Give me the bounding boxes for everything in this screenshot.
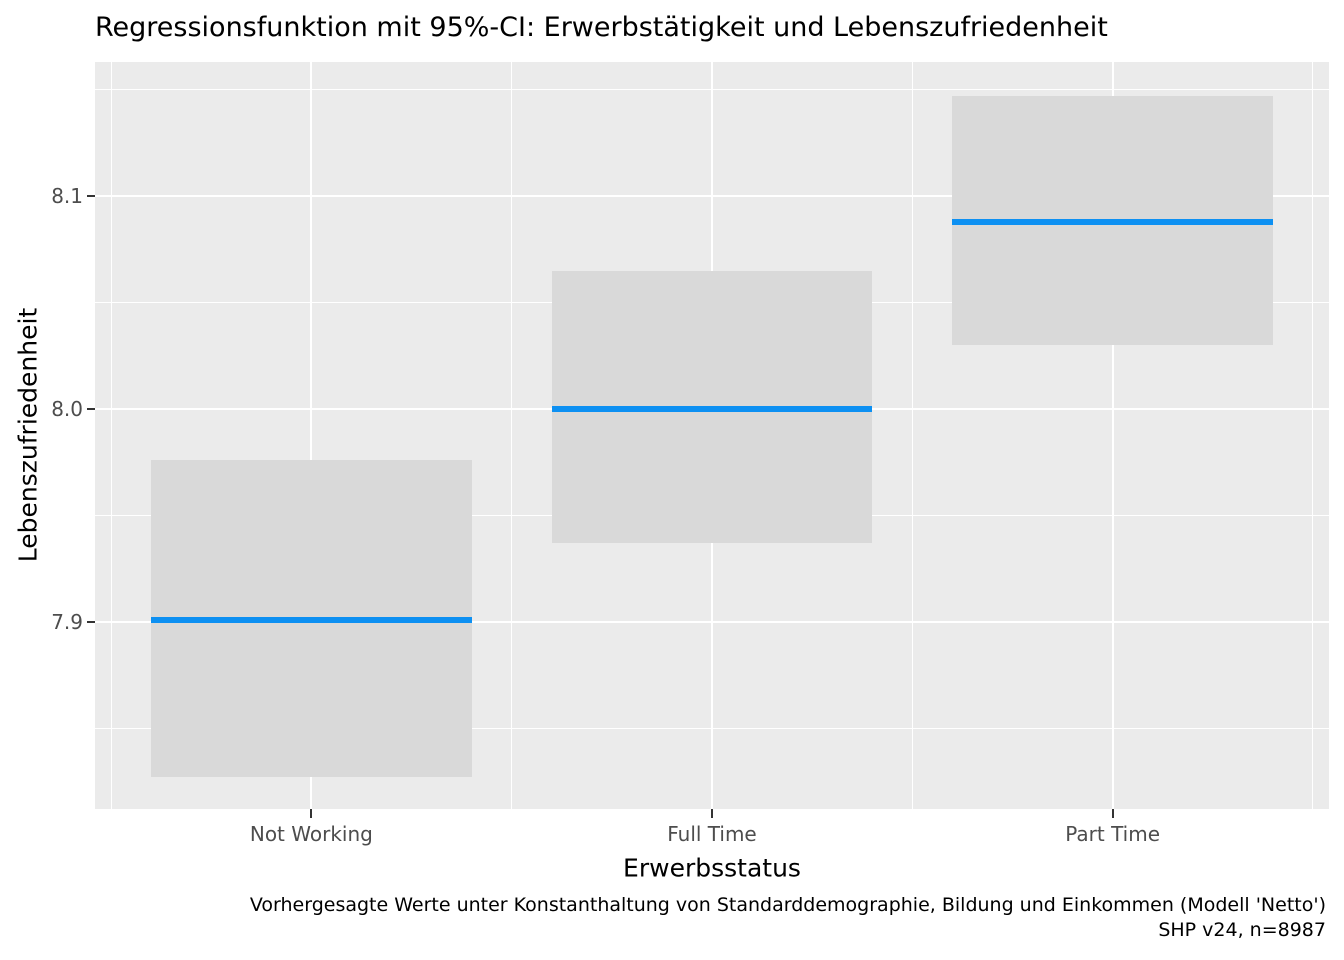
x-axis-title: Erwerbsstatus [623,853,801,883]
major-gridline-x [310,62,313,809]
y-tick-label: 8.1 [51,184,83,209]
y-tick-mark [87,195,95,198]
predicted-line [151,616,472,623]
caption: Vorhergesagte Werte unter Konstanthaltun… [250,893,1326,943]
y-tick-mark [87,620,95,623]
x-tick-label: Not Working [249,822,373,846]
x-tick-label: Full Time [667,822,757,846]
x-tick-mark [1111,809,1114,818]
chart-title: Regressionsfunktion mit 95%-CI: Erwerbst… [95,12,1108,43]
x-tick-label: Part Time [1065,822,1161,846]
minor-gridline-x [911,62,913,809]
minor-gridline-x [110,62,112,809]
y-tick-label: 7.9 [51,609,83,634]
predicted-line [952,218,1273,225]
y-axis-title: Lebenszufriedenheit [13,307,43,563]
x-tick-mark [711,809,713,818]
minor-gridline-x [1312,62,1314,809]
y-tick-label: 8.0 [51,396,83,421]
caption-line-1: Vorhergesagte Werte unter Konstanthaltun… [249,894,1326,916]
x-tick-mark [310,809,313,818]
minor-gridline-x [511,62,513,809]
y-tick-mark [87,407,95,410]
plot-panel [95,62,1329,809]
predicted-line [551,405,873,412]
caption-line-2: SHP v24, n=8987 [1158,919,1326,941]
major-gridline-x [1111,62,1114,809]
